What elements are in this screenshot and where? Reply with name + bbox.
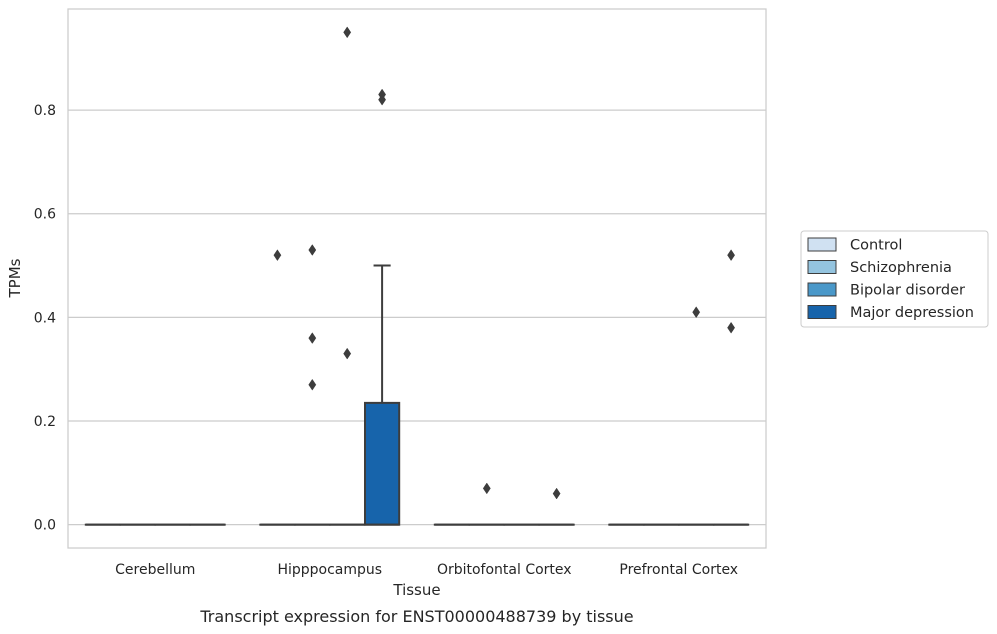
outlier-point	[343, 347, 352, 360]
x-tick-label: Prefrontal Cortex	[619, 562, 738, 578]
box-plot-schizophrenia	[294, 244, 331, 526]
plot-area-frame	[67, 8, 767, 549]
box-plot-major-depression	[363, 88, 401, 526]
y-tick-label: 0.8	[34, 103, 56, 119]
y-tick-label: 0.2	[34, 414, 56, 430]
legend-swatch	[807, 260, 837, 274]
legend-label: Major depression	[850, 305, 974, 321]
y-axis-title: TPMs	[6, 258, 24, 298]
box-plot-bipolar-disorder	[329, 26, 366, 526]
y-tick-label: 0.6	[34, 207, 56, 223]
grid-lines	[68, 109, 766, 526]
outlier-point	[692, 306, 701, 319]
x-tick-label: Cerebellum	[115, 562, 195, 578]
legend: Control Schizophrenia Bipolar disorder Majo…	[800, 230, 989, 328]
legend-swatch	[807, 305, 837, 319]
box-plot-bipolar-disorder	[678, 306, 715, 526]
outlier-point	[552, 487, 561, 500]
outlier-point	[308, 378, 317, 391]
x-axis-ticks: Cerebellum Hipppocampus Orbitofontal Corte…	[115, 562, 738, 578]
outlier-point	[343, 26, 352, 39]
legend-label: Schizophrenia	[850, 260, 952, 276]
legend-swatch	[807, 237, 837, 252]
y-axis-ticks: 0.0 0.2 0.4 0.6 0.8	[34, 103, 56, 534]
legend-swatch	[807, 282, 837, 297]
box-plot-major-depression	[712, 249, 750, 526]
legend-frame	[800, 230, 989, 328]
x-tick-label: Orbitofontal Cortex	[437, 562, 572, 578]
box-plot-schizophrenia	[468, 482, 505, 526]
box-plots	[84, 26, 750, 526]
legend-label: Control	[850, 238, 902, 254]
outlier-point	[482, 482, 491, 495]
outlier-point	[273, 249, 282, 262]
box-plot-control	[259, 249, 296, 526]
box-plot-major-depression	[538, 487, 575, 526]
box	[363, 401, 401, 526]
outlier-point	[378, 93, 387, 106]
outlier-point	[308, 244, 317, 256]
x-tick-label: Hipppocampus	[277, 562, 382, 578]
y-tick-label: 0.0	[34, 518, 56, 534]
outlier-point	[727, 249, 736, 262]
y-tick-label: 0.4	[34, 310, 56, 326]
legend-label: Bipolar disorder	[850, 283, 965, 299]
outlier-point	[727, 321, 736, 334]
x-axis-title: Tissue	[392, 581, 440, 599]
outlier-point	[308, 332, 317, 344]
chart-caption: Transcript expression for ENST0000048873…	[199, 607, 633, 626]
